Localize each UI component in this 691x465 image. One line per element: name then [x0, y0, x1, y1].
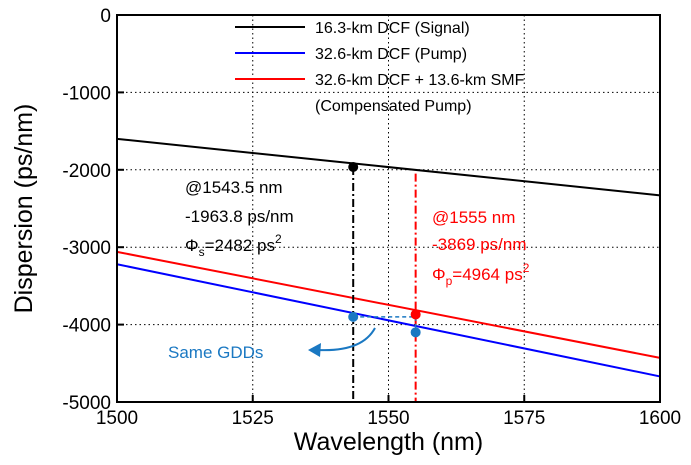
series-line-pump: [116, 263, 661, 378]
same-gdds-arrowhead: [308, 343, 321, 357]
legend-label-signal: 16.3-km DCF (Signal): [315, 20, 470, 37]
x-tick-label: 1600: [639, 408, 681, 429]
series-line-compensated: [116, 250, 661, 359]
y-tick-label: -5000: [62, 393, 111, 414]
gdd-unit-superscript: 2: [523, 261, 530, 275]
same-gdd-marker-pump: [410, 327, 421, 338]
x-axis-label: Wavelength (nm): [294, 428, 483, 456]
phi-subscript: s: [199, 245, 205, 259]
signal-marker: [348, 161, 359, 172]
legend-label-compensated-line2: (Compensated Pump): [315, 98, 472, 115]
signal-annotation: @1543.5 nm -1963.8 ps/nm Φs=2482 ps2: [185, 178, 294, 259]
y-tick-label: -4000: [62, 316, 111, 337]
x-tick-label: 1550: [367, 408, 409, 429]
x-tick-label: 1575: [503, 408, 545, 429]
same-gdds-label: Same GDDs: [168, 343, 263, 362]
legend: 16.3-km DCF (Signal) 32.6-km DCF (Pump) …: [235, 20, 525, 115]
legend-label-pump: 32.6-km DCF (Pump): [315, 46, 467, 63]
signal-gdd-text: Φs=2482 ps2: [185, 232, 282, 259]
pump-dispersion-text: -3869 ps/nm: [432, 235, 527, 254]
signal-gdd-value: =2482 ps: [205, 236, 275, 255]
phi-subscript: p: [446, 274, 453, 288]
y-axis-label: Dispersion (ps/nm): [10, 104, 38, 314]
pump-marker: [410, 309, 421, 320]
marker-guide-lines: [352, 166, 417, 402]
tick-labels: 1500 1525 1550 1575 1600 0 -1000 -2000 -3000 -400…: [62, 6, 681, 429]
axis-ticks: [116, 14, 661, 403]
phi-symbol: Φ: [432, 265, 446, 284]
y-tick-label: -3000: [62, 238, 111, 259]
pump-wavelength-text: @1555 nm: [432, 208, 515, 227]
signal-dispersion-text: -1963.8 ps/nm: [185, 207, 294, 226]
pump-gdd-text: Φp=4964 ps2: [432, 261, 530, 288]
x-tick-label: 1525: [232, 408, 274, 429]
same-gdds-arrow: [317, 327, 376, 352]
y-tick-label: 0: [100, 6, 111, 27]
pump-annotation: @1555 nm -3869 ps/nm Φp=4964 ps2: [432, 208, 530, 288]
series-lines: [116, 137, 661, 378]
legend-label-compensated: 32.6-km DCF + 13.6-km SMF: [315, 72, 525, 89]
y-tick-label: -2000: [62, 161, 111, 182]
phi-symbol: Φ: [185, 236, 199, 255]
series-line-signal: [116, 137, 661, 197]
data-markers: [348, 161, 421, 338]
pump-gdd-value: =4964 ps: [452, 265, 522, 284]
gdd-unit-superscript: 2: [275, 232, 282, 246]
grid-lines: [117, 15, 660, 402]
same-gdd-marker-signal: [348, 311, 359, 322]
same-gdds-annotation: Same GDDs: [168, 327, 376, 362]
x-tick-label: 1500: [96, 408, 138, 429]
y-tick-label: -1000: [62, 83, 111, 104]
signal-wavelength-text: @1543.5 nm: [185, 178, 283, 197]
